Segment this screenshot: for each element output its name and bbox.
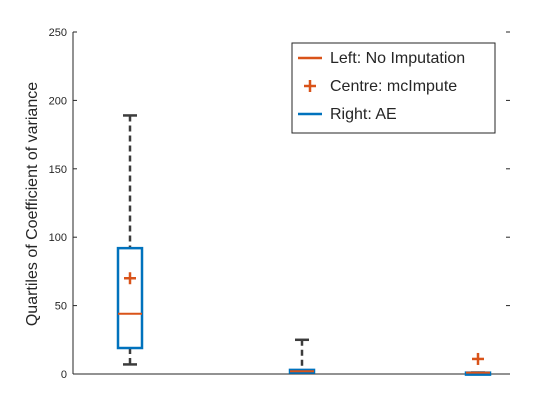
legend-box	[291, 42, 496, 134]
legend-item: Centre: mcImpute	[304, 78, 457, 95]
legend-item: Right: AE	[298, 106, 397, 123]
y-tick-label: 100	[49, 232, 67, 244]
legend-label: Right: AE	[330, 106, 397, 123]
legend-label: Left: No Imputation	[330, 50, 465, 67]
y-tick-label: 150	[49, 164, 67, 176]
box-group-3	[464, 352, 492, 376]
y-tick-label: 0	[61, 369, 67, 381]
y-tick-label: 50	[55, 301, 67, 313]
legend-label: Centre: mcImpute	[330, 78, 457, 95]
y-tick-label: 200	[49, 95, 67, 107]
legend-item: Left: No Imputation	[298, 50, 465, 67]
box-group-1	[116, 114, 144, 366]
legend: Left: No Imputation Centre: mcImpute Right…	[291, 42, 496, 134]
y-tick-label: 250	[49, 27, 67, 39]
box-iqr	[116, 246, 144, 350]
plot-area: 0 50 100 150 200 250	[49, 27, 510, 381]
y-axis-label: Quartiles of Coefficient of variance	[24, 82, 41, 326]
box-group-2	[288, 338, 316, 374]
